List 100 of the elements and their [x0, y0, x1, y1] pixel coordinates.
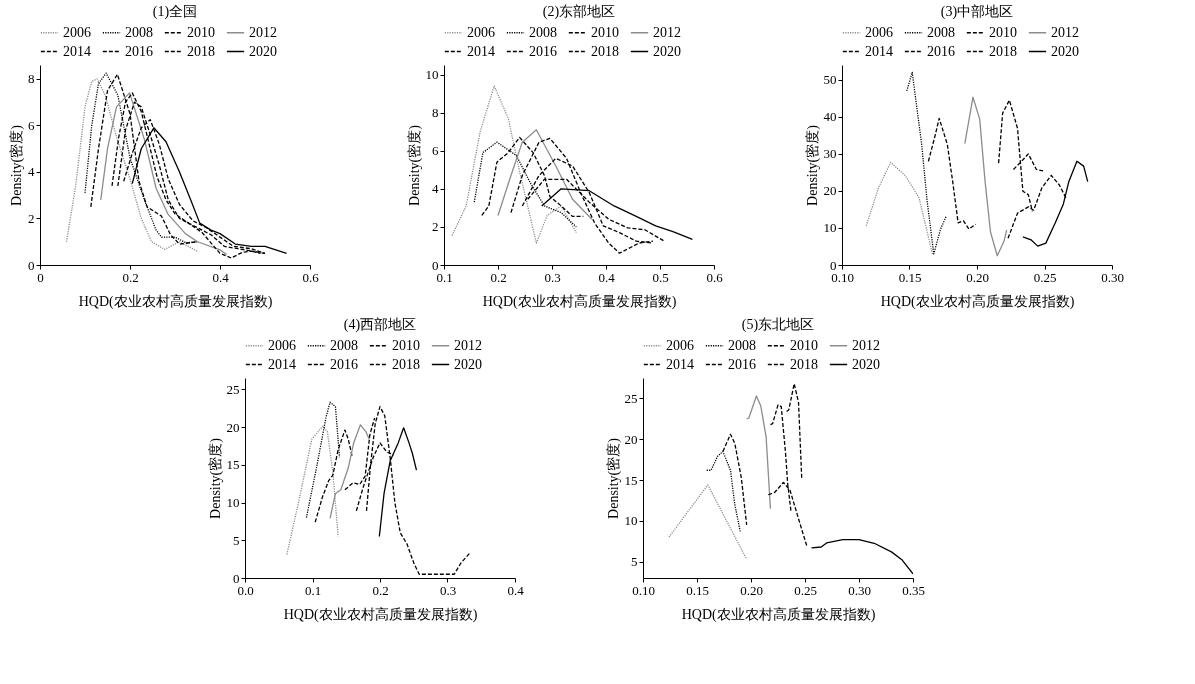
y-tick-label: 20 — [624, 431, 637, 447]
x-axis-title: HQD(农业农村高质量发展指数) — [78, 293, 273, 310]
chart-title: (4)西部地区 — [343, 317, 416, 333]
legend-label: 2006 — [62, 24, 91, 40]
x-tick-label: 0.4 — [506, 582, 524, 598]
legend-label: 2018 — [789, 356, 818, 372]
x-tick-label: 0.35 — [901, 582, 925, 598]
legend-label: 2020 — [652, 43, 681, 59]
x-tick-label: 0.20 — [739, 582, 763, 598]
legend-label: 2016 — [926, 43, 955, 59]
legend-label: 2020 — [248, 43, 277, 59]
x-axis-title: HQD(农业农村高质量发展指数) — [482, 293, 677, 310]
legend-label: 2012 — [248, 24, 277, 40]
x-tick-label: 0.5 — [651, 269, 669, 285]
x-axis-title: HQD(农业农村高质量发展指数) — [283, 606, 478, 623]
legend-label: 2014 — [665, 356, 694, 372]
y-tick-label: 2 — [431, 219, 438, 235]
legend-label: 2018 — [988, 43, 1017, 59]
x-tick-label: 0.30 — [1100, 269, 1124, 285]
y-tick-label: 0 — [431, 257, 438, 273]
x-axis-title: HQD(农业农村高质量发展指数) — [681, 606, 876, 623]
x-tick-label: 0.20 — [965, 269, 989, 285]
y-tick-label: 25 — [226, 381, 239, 397]
legend-label: 2012 — [453, 337, 482, 353]
y-axis-title: Density(密度) — [406, 124, 422, 206]
x-tick-label: 0.25 — [1033, 269, 1056, 285]
legend-label: 2012 — [1050, 24, 1079, 40]
legend-label: 2006 — [665, 337, 694, 353]
x-tick-label: 0.4 — [597, 269, 615, 285]
legend-label: 2016 — [727, 356, 756, 372]
x-tick-label: 0.1 — [304, 582, 321, 598]
chart-title: (2)东部地区 — [542, 4, 615, 20]
y-tick-label: 0 — [232, 570, 239, 586]
legend-label: 2010 — [590, 24, 619, 40]
x-axis-title: HQD(农业农村高质量发展指数) — [880, 293, 1075, 310]
y-tick-label: 5 — [630, 554, 637, 570]
y-tick-label: 6 — [431, 143, 439, 159]
y-tick-label: 4 — [431, 181, 439, 197]
legend-label: 2010 — [988, 24, 1017, 40]
y-tick-label: 10 — [624, 513, 637, 529]
legend-label: 2016 — [528, 43, 557, 59]
legend-label: 2016 — [124, 43, 153, 59]
legend-label: 2014 — [267, 356, 296, 372]
y-tick-label: 8 — [27, 71, 34, 87]
y-tick-label: 15 — [226, 457, 239, 473]
chart-title: (1)全国 — [152, 4, 197, 20]
y-tick-label: 50 — [823, 72, 836, 88]
x-tick-label: 0.2 — [489, 269, 507, 285]
y-tick-label: 15 — [624, 472, 637, 488]
x-tick-label: 0.1 — [435, 269, 453, 285]
x-tick-label: 0.0 — [236, 582, 254, 598]
y-tick-label: 40 — [823, 109, 836, 125]
y-tick-label: 2 — [27, 210, 34, 226]
y-axis-title: Density(密度) — [804, 124, 820, 206]
y-tick-label: 20 — [226, 419, 239, 435]
legend-label: 2008 — [329, 337, 358, 353]
legend-label: 2020 — [453, 356, 482, 372]
x-tick-label: 0.3 — [543, 269, 561, 285]
legend-label: 2020 — [1050, 43, 1079, 59]
y-axis-title: Density(密度) — [207, 437, 223, 519]
x-tick-label: 0.6 — [705, 269, 723, 285]
legend-label: 2014 — [864, 43, 893, 59]
legend-label: 2014 — [466, 43, 495, 59]
legend-label: 2016 — [329, 356, 358, 372]
x-tick-label: 0.4 — [211, 269, 229, 285]
legend-label: 2006 — [267, 337, 296, 353]
legend-label: 2018 — [590, 43, 619, 59]
chart-title: (3)中部地区 — [940, 4, 1013, 20]
x-tick-label: 0.2 — [371, 582, 389, 598]
legend-label: 2020 — [851, 356, 880, 372]
legend-label: 2006 — [466, 24, 495, 40]
y-tick-label: 8 — [431, 105, 438, 121]
x-tick-label: 0.3 — [439, 582, 456, 598]
chart-title: (5)东北地区 — [741, 317, 814, 333]
y-tick-label: 10 — [823, 220, 836, 236]
legend-label: 2008 — [528, 24, 557, 40]
legend-label: 2018 — [391, 356, 420, 372]
legend-label: 2012 — [851, 337, 880, 353]
legend-label: 2010 — [391, 337, 420, 353]
x-tick-label: 0.15 — [685, 582, 709, 598]
y-tick-label: 6 — [27, 117, 35, 133]
y-tick-label: 30 — [823, 146, 836, 162]
y-tick-label: 4 — [27, 164, 35, 180]
y-tick-label: 0 — [27, 257, 34, 273]
y-axis-title: Density(密度) — [605, 437, 621, 519]
x-tick-label: 0.10 — [631, 582, 655, 598]
y-tick-label: 10 — [226, 495, 239, 511]
x-tick-label: 0.15 — [898, 269, 921, 285]
legend-label: 2010 — [789, 337, 818, 353]
y-axis-title: Density(密度) — [8, 124, 25, 206]
legend-label: 2014 — [62, 43, 91, 59]
legend-label: 2018 — [186, 43, 215, 59]
legend-label: 2008 — [124, 24, 153, 40]
y-tick-label: 20 — [823, 183, 836, 199]
legend-label: 2010 — [186, 24, 215, 40]
y-tick-label: 10 — [425, 67, 438, 83]
legend-label: 2008 — [926, 24, 955, 40]
y-tick-label: 25 — [624, 390, 637, 406]
x-tick-label: 0.2 — [121, 269, 139, 285]
legend-label: 2006 — [864, 24, 893, 40]
